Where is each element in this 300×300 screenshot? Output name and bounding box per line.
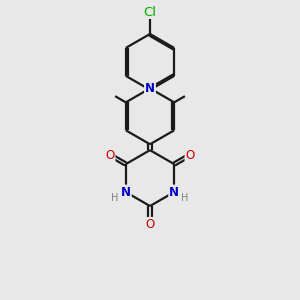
- Text: O: O: [146, 218, 154, 231]
- Text: N: N: [169, 186, 179, 199]
- Text: N: N: [145, 82, 155, 95]
- Text: O: O: [105, 148, 115, 161]
- Text: O: O: [185, 148, 195, 161]
- Text: H: H: [181, 193, 189, 203]
- Text: N: N: [121, 186, 131, 199]
- Text: Cl: Cl: [143, 6, 157, 19]
- Text: H: H: [111, 193, 119, 203]
